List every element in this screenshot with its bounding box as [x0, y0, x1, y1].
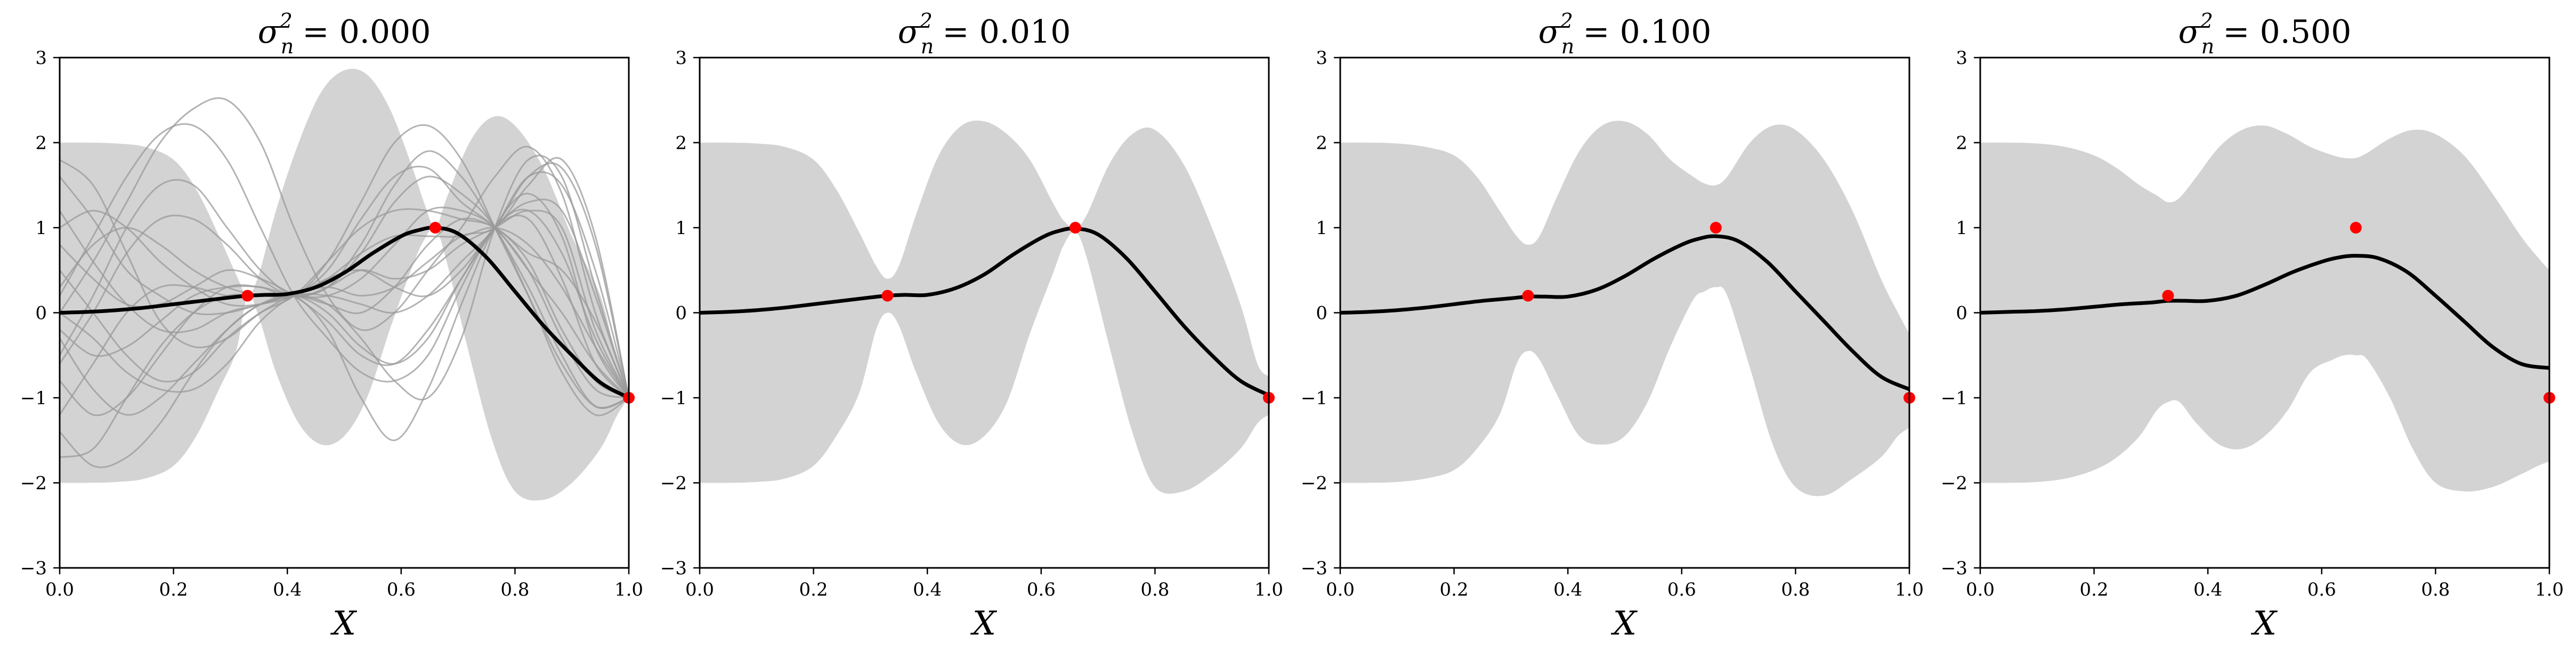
x-tick-label: 0.4	[913, 579, 942, 600]
sample-line	[60, 210, 629, 398]
y-tick-label: −2	[660, 473, 687, 494]
sample-line	[60, 198, 629, 459]
sample-line	[60, 157, 629, 398]
sample-line	[60, 150, 629, 416]
sample-line	[60, 206, 629, 416]
mean-line	[1980, 254, 2550, 370]
y-tick-label: 3	[675, 47, 687, 69]
observation-point	[1069, 222, 1081, 234]
x-tick-label: 0.4	[273, 579, 302, 600]
panel-title: σ2 n = 0.010	[898, 9, 1071, 58]
y-tick-label: 2	[1956, 133, 1967, 154]
x-tick-label: 0.6	[2307, 579, 2336, 600]
x-tick-label: 1.0	[614, 579, 643, 600]
x-tick-label: 0.2	[2080, 579, 2109, 600]
x-tick-label: 0.0	[685, 579, 714, 600]
x-tick-label: 1.0	[2535, 579, 2564, 600]
sample-line	[60, 123, 629, 398]
sample-line	[60, 159, 629, 398]
mean-line	[699, 226, 1270, 397]
x-axis-label: X	[970, 604, 998, 643]
observation-point	[2162, 290, 2174, 302]
confidence-band	[60, 68, 629, 501]
x-tick-label: 0.8	[1140, 579, 1169, 600]
y-tick-label: −1	[660, 388, 687, 409]
y-tick-label: 3	[35, 47, 47, 69]
x-tick-label: 0.0	[1326, 579, 1355, 600]
y-tick-label: −2	[1301, 473, 1327, 494]
sample-line	[60, 171, 629, 468]
y-tick-label: 1	[1956, 218, 1967, 239]
y-tick-label: 3	[1316, 47, 1327, 69]
observation-point	[1710, 222, 1722, 234]
x-tick-label: 0.8	[2421, 579, 2450, 600]
sample-line	[60, 97, 629, 398]
x-tick-label: 0.0	[1966, 579, 1995, 600]
x-tick-label: 0.4	[2193, 579, 2222, 600]
panel-title: σ2 n = 0.500	[2178, 9, 2352, 58]
x-tick-label: 0.2	[159, 579, 188, 600]
sample-line	[60, 192, 629, 442]
y-tick-label: 0	[1956, 303, 1967, 324]
x-axis-label: X	[1611, 604, 1638, 643]
observation-point	[429, 222, 441, 234]
y-tick-label: −1	[1301, 388, 1327, 409]
confidence-band	[700, 121, 1269, 494]
y-tick-label: 1	[1316, 218, 1327, 239]
y-tick-label: 0	[1316, 303, 1327, 324]
sample-line	[60, 155, 629, 401]
y-tick-label: 0	[675, 303, 687, 324]
x-tick-label: 0.0	[45, 579, 74, 600]
mean-line	[1340, 234, 1910, 391]
y-tick-label: 2	[1316, 133, 1327, 154]
y-tick-label: −3	[1301, 558, 1327, 579]
y-tick-label: 3	[1956, 47, 1967, 69]
x-tick-label: 0.4	[1553, 579, 1582, 600]
y-tick-label: 2	[35, 133, 47, 154]
panel-title: σ2 n = 0.000	[258, 9, 431, 58]
sample-line	[60, 165, 629, 399]
x-tick-label: 1.0	[1895, 579, 1924, 600]
x-tick-label: 0.8	[1781, 579, 1810, 600]
x-axis-label: X	[330, 604, 358, 643]
observation-point	[1522, 290, 1534, 302]
mean-line	[59, 226, 630, 400]
y-tick-label: 1	[35, 218, 47, 239]
panel-title: σ2 n = 0.100	[1538, 9, 1712, 58]
y-tick-label: −2	[1941, 473, 1967, 494]
y-tick-label: −3	[660, 558, 687, 579]
x-tick-label: 0.2	[799, 579, 828, 600]
y-tick-label: −3	[20, 558, 47, 579]
y-tick-label: 2	[675, 133, 687, 154]
y-tick-label: −1	[1941, 388, 1967, 409]
confidence-band	[1340, 121, 1909, 496]
y-tick-label: 0	[35, 303, 47, 324]
x-axis-label: X	[2251, 604, 2278, 643]
sample-line	[60, 208, 629, 399]
x-tick-label: 0.6	[387, 579, 416, 600]
y-tick-label: −3	[1941, 558, 1967, 579]
y-tick-label: −1	[20, 388, 47, 409]
x-tick-label: 0.6	[1027, 579, 1056, 600]
observation-point	[241, 290, 254, 302]
x-tick-label: 0.2	[1440, 579, 1469, 600]
y-tick-label: 1	[675, 218, 687, 239]
confidence-band	[1980, 125, 2549, 492]
x-tick-label: 0.8	[500, 579, 529, 600]
x-tick-label: 1.0	[1254, 579, 1283, 600]
y-tick-label: −2	[20, 473, 47, 494]
observation-point	[2350, 222, 2362, 234]
observation-point	[881, 290, 894, 302]
x-tick-label: 0.6	[1667, 579, 1696, 600]
